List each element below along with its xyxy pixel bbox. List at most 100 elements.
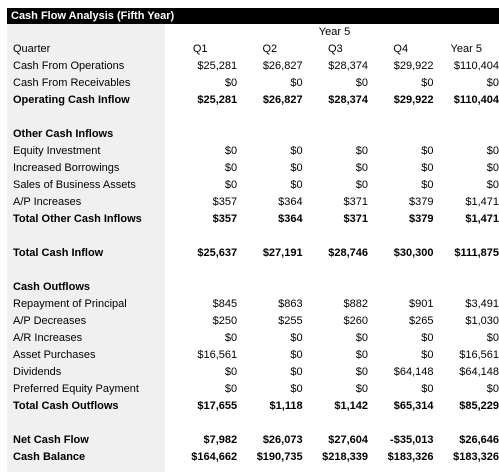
table-row: Total Cash Inflow $25,637 $27,191 $28,746 $3… bbox=[7, 245, 499, 262]
cell-q3: $1,142 bbox=[334, 400, 369, 412]
cell-q1: Q1 bbox=[192, 43, 208, 55]
row-label: Equity Investment bbox=[13, 145, 101, 157]
cell-q3 bbox=[303, 109, 368, 126]
cell-q3 bbox=[303, 279, 368, 296]
cell-q2 bbox=[237, 262, 302, 279]
cell-year-total: $1,030 bbox=[465, 315, 499, 327]
cell-year-total bbox=[433, 279, 499, 296]
cell-year-total: $16,561 bbox=[459, 349, 499, 361]
cell-q2 bbox=[237, 279, 302, 296]
row-label: Cash From Receivables bbox=[13, 77, 131, 89]
cell-year-total: $85,229 bbox=[459, 400, 499, 412]
label-column-background bbox=[7, 24, 165, 472]
cell-q1: $357 bbox=[212, 213, 238, 225]
table-row: Increased Borrowings $0 $0 $0 $0 $0 bbox=[7, 160, 499, 177]
cell-q2: $0 bbox=[290, 145, 303, 157]
cell-year-total: $26,646 bbox=[459, 434, 499, 446]
cell-year-total: $1,471 bbox=[465, 196, 499, 208]
cell-q4 bbox=[368, 415, 433, 432]
cell-q2: $0 bbox=[290, 349, 303, 361]
cell-q4: $0 bbox=[421, 332, 434, 344]
table-row: Cash From Operations $25,281 $26,827 $28,37… bbox=[7, 58, 499, 75]
cell-q2: $255 bbox=[278, 315, 303, 327]
cell-q2: $364 bbox=[278, 196, 303, 208]
cell-q2: $190,735 bbox=[256, 451, 303, 463]
row-label: Increased Borrowings bbox=[13, 162, 120, 174]
table-row: Cash Balance $164,662 $190,735 $218,339 $183… bbox=[7, 449, 499, 466]
cell-q3 bbox=[303, 415, 368, 432]
cell-q2: $0 bbox=[290, 77, 303, 89]
cell-q2 bbox=[237, 415, 302, 432]
table-row: Cash Outflows bbox=[7, 279, 499, 296]
cell-q3: Q3 bbox=[327, 43, 343, 55]
row-label bbox=[7, 109, 163, 126]
cell-q1: $0 bbox=[224, 332, 238, 344]
cell-q4: $901 bbox=[409, 298, 434, 310]
cell-year-total: $3,491 bbox=[465, 298, 499, 310]
row-label: Total Cash Outflows bbox=[13, 400, 119, 412]
cell-q2: $27,191 bbox=[262, 247, 303, 259]
cell-q1: $16,561 bbox=[197, 349, 238, 361]
cell-q4 bbox=[368, 109, 433, 126]
cell-q1: $25,281 bbox=[197, 60, 238, 72]
cell-q3: $0 bbox=[355, 162, 369, 174]
cell-q3 bbox=[303, 262, 368, 279]
cell-year-total: $110,404 bbox=[453, 94, 499, 106]
cell-year-total: Year 5 bbox=[450, 43, 482, 55]
cell-q3: $371 bbox=[343, 213, 369, 225]
cell-q3: $0 bbox=[355, 383, 369, 395]
table-row: Total Cash Outflows $17,655 $1,118 $1,142 $6… bbox=[7, 398, 499, 415]
cell-q3: $0 bbox=[355, 366, 369, 378]
cell-q3: $0 bbox=[355, 77, 369, 89]
cell-q2: $364 bbox=[278, 213, 303, 225]
cell-q4: $0 bbox=[421, 383, 434, 395]
cell-q2 bbox=[237, 126, 302, 143]
header-row: Quarter Q1 Q2 Q3 Q4 Year 5 bbox=[7, 41, 499, 58]
row-label: Total Other Cash Inflows bbox=[13, 213, 142, 225]
cell-q2: $0 bbox=[290, 366, 303, 378]
row-label: Total Cash Inflow bbox=[13, 247, 104, 259]
cell-q4: -$35,013 bbox=[390, 434, 434, 446]
row-label: Preferred Equity Payment bbox=[13, 383, 139, 395]
cell-q4: $265 bbox=[409, 315, 434, 327]
cell-q4: $379 bbox=[409, 213, 434, 225]
cell-year-total: $183,326 bbox=[453, 451, 499, 463]
row-label: Cash From Operations bbox=[13, 60, 125, 72]
cell-q3: $371 bbox=[343, 196, 369, 208]
cell-q1: $17,655 bbox=[197, 400, 238, 412]
table-row bbox=[7, 109, 499, 126]
cell-q3: $27,604 bbox=[328, 434, 369, 446]
cell-q1: $0 bbox=[224, 162, 238, 174]
cell-q4: $0 bbox=[421, 77, 434, 89]
cell-year-total bbox=[433, 262, 499, 279]
cell-q2 bbox=[237, 228, 302, 245]
cell-year-total: $64,148 bbox=[459, 366, 499, 378]
cell-q1: $0 bbox=[224, 77, 238, 89]
table-row bbox=[7, 262, 499, 279]
cell-q1 bbox=[163, 109, 237, 126]
row-label bbox=[7, 228, 163, 245]
cell-q3 bbox=[303, 126, 368, 143]
table-row: Cash From Receivables $0 $0 $0 $0 $0 bbox=[7, 75, 499, 92]
cell-q3: $260 bbox=[343, 315, 369, 327]
row-label: Dividends bbox=[13, 366, 62, 378]
cell-q1: $0 bbox=[224, 179, 238, 191]
row-label: Cash Outflows bbox=[13, 281, 91, 293]
cell-q4: $379 bbox=[409, 196, 434, 208]
row-label: Other Cash Inflows bbox=[13, 128, 114, 140]
cell-q1: $845 bbox=[212, 298, 238, 310]
cell-q2: $26,073 bbox=[262, 434, 303, 446]
cell-year-total: $0 bbox=[486, 383, 499, 395]
cell-year-total bbox=[433, 415, 499, 432]
cell-year-total: $0 bbox=[486, 332, 499, 344]
cell-q1 bbox=[163, 262, 237, 279]
cell-year-total: $1,471 bbox=[465, 213, 499, 225]
row-label: Asset Purchases bbox=[13, 349, 96, 361]
row-label bbox=[7, 415, 163, 432]
cell-q3: $0 bbox=[355, 332, 369, 344]
cell-year-total: $0 bbox=[486, 77, 499, 89]
cell-q2: $26,827 bbox=[262, 94, 303, 106]
cell-q1: $250 bbox=[212, 315, 238, 327]
cell-q4 bbox=[368, 228, 433, 245]
